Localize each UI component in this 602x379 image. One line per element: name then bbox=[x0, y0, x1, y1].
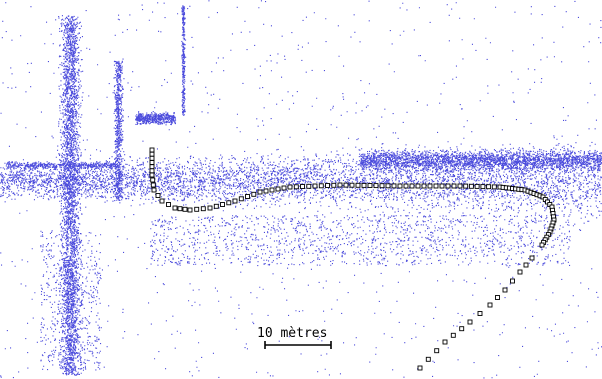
trajectory-marker bbox=[417, 365, 423, 371]
trajectory-marker bbox=[361, 182, 367, 188]
trajectory-marker bbox=[293, 184, 299, 190]
trajectory-marker bbox=[403, 183, 409, 189]
trajectory-marker bbox=[463, 183, 469, 189]
trajectory-marker bbox=[232, 198, 238, 204]
trajectory-marker bbox=[451, 183, 457, 189]
trajectory-marker bbox=[257, 189, 263, 195]
trajectory-marker bbox=[434, 348, 440, 354]
trajectory-marker bbox=[149, 168, 155, 174]
trajectory-marker bbox=[275, 186, 281, 192]
trajectory-marker bbox=[151, 187, 157, 193]
trajectory-marker bbox=[149, 172, 155, 178]
trajectory-marker bbox=[491, 184, 497, 190]
trajectory-marker bbox=[391, 183, 397, 189]
trajectory-marker bbox=[187, 207, 193, 213]
trajectory-marker bbox=[251, 191, 257, 197]
trajectory-marker bbox=[425, 356, 431, 362]
trajectory-marker bbox=[220, 202, 225, 207]
trajectory-marker bbox=[281, 185, 287, 191]
trajectory-marker bbox=[468, 183, 474, 189]
scale-bar: 10 mètres bbox=[257, 326, 332, 349]
trajectory-marker bbox=[166, 202, 171, 207]
trajectory-marker bbox=[397, 183, 403, 189]
trajectory-marker bbox=[373, 183, 379, 189]
trajectory-marker bbox=[213, 203, 219, 209]
trajectory-marker bbox=[495, 295, 500, 300]
trajectory-marker bbox=[517, 269, 523, 275]
trajectory-marker bbox=[433, 183, 439, 189]
trajectory-marker bbox=[172, 205, 178, 211]
trajectory-marker bbox=[149, 160, 155, 165]
trajectory-marker bbox=[474, 183, 480, 189]
trajectory-marker bbox=[487, 302, 493, 308]
trajectory-marker bbox=[415, 183, 421, 189]
trajectory-marker bbox=[450, 332, 456, 338]
trajectory-marker bbox=[523, 262, 529, 268]
trajectory-marker bbox=[325, 183, 330, 188]
trajectory-marker bbox=[150, 182, 156, 188]
trajectory-marker bbox=[355, 182, 361, 188]
trajectory-marker bbox=[457, 183, 463, 189]
trajectory-marker bbox=[149, 151, 155, 157]
trajectory-marker bbox=[385, 183, 391, 189]
trajectory-marker bbox=[306, 183, 312, 189]
trajectory-marker bbox=[409, 183, 415, 189]
trajectory-marker bbox=[337, 182, 343, 188]
trajectory-marker bbox=[149, 164, 155, 170]
trajectory-marker bbox=[349, 182, 355, 188]
trajectory-marker bbox=[159, 198, 165, 204]
trajectory-marker bbox=[539, 242, 545, 248]
trajectory-marker bbox=[318, 183, 324, 189]
trajectory-marker bbox=[445, 183, 451, 189]
trajectory-marker bbox=[269, 187, 275, 193]
trajectory-marker bbox=[480, 184, 486, 190]
trajectory-marker bbox=[367, 183, 373, 188]
trajectory-marker bbox=[194, 206, 200, 212]
trajectory-marker bbox=[427, 183, 433, 189]
trajectory-marker bbox=[343, 182, 349, 188]
trajectory-marker bbox=[510, 278, 515, 284]
trajectory-marker bbox=[149, 147, 155, 153]
trajectory-marker bbox=[245, 194, 250, 199]
trajectory-marker bbox=[149, 155, 155, 161]
trajectory-marker bbox=[150, 177, 156, 183]
trajectory-marker bbox=[300, 184, 305, 189]
trajectory-marker bbox=[486, 184, 492, 190]
trajectory-marker bbox=[312, 183, 318, 189]
trajectory-marker bbox=[502, 287, 508, 293]
scale-bar-label: 10 mètres bbox=[257, 326, 327, 341]
trajectory-marker bbox=[477, 311, 483, 316]
trajectory-marker bbox=[207, 205, 213, 211]
trajectory-marker bbox=[379, 183, 385, 189]
trajectory-marker bbox=[200, 206, 206, 212]
trajectory-marker bbox=[439, 183, 445, 189]
trajectory-marker bbox=[238, 196, 244, 202]
trajectory-marker bbox=[177, 206, 183, 212]
trajectory-marker bbox=[331, 182, 337, 188]
trajectory-marker bbox=[182, 206, 188, 212]
trajectory-marker bbox=[467, 319, 473, 325]
trajectory-marker bbox=[155, 193, 161, 198]
trajectory-marker bbox=[459, 326, 465, 332]
trajectory-marker bbox=[442, 339, 448, 345]
robot-trajectory bbox=[149, 147, 557, 371]
trajectory-marker bbox=[421, 183, 427, 189]
trajectory-marker bbox=[263, 188, 269, 194]
trajectory-marker bbox=[287, 184, 293, 190]
trajectory-marker bbox=[529, 255, 535, 261]
trajectory-marker bbox=[226, 200, 232, 206]
